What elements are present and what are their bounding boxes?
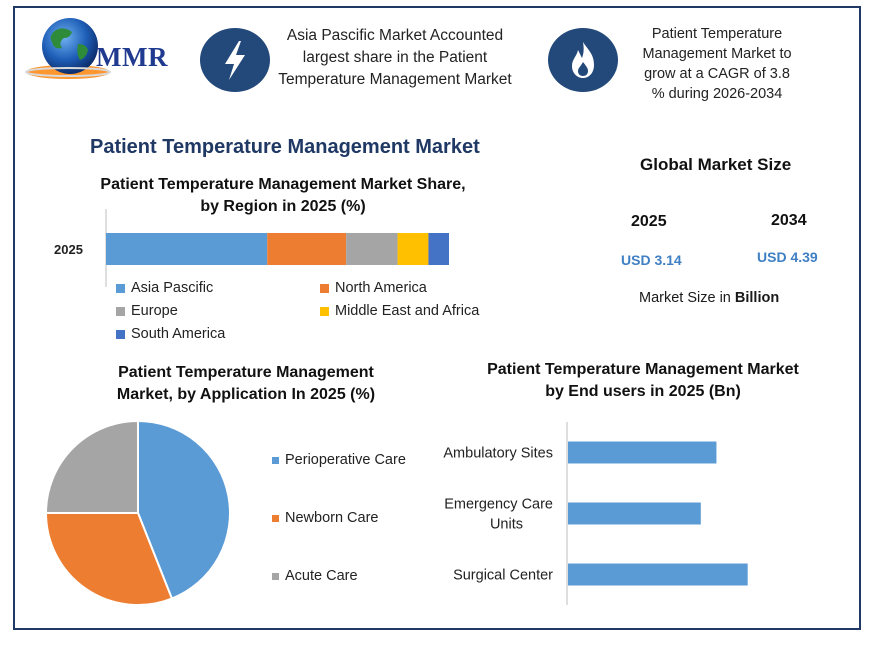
legend-label: Middle East and Africa xyxy=(335,303,480,319)
legend-swatch xyxy=(320,283,329,293)
region-bar-segment-1 xyxy=(267,233,347,265)
region-bar-segment-2 xyxy=(346,233,398,265)
highlight-asia-pacific: Asia Pascific Market Accounted largest s… xyxy=(278,27,512,88)
end-users-chart-title: Patient Temperature Management Market by… xyxy=(487,361,799,400)
legend-swatch xyxy=(272,514,279,522)
region-bar-segment-0 xyxy=(106,233,268,265)
value-2025-label: USD 3.14 xyxy=(621,252,682,268)
region-legend-item-1: North America xyxy=(320,280,427,296)
application-legend-item-1: Newborn Care xyxy=(272,510,379,526)
region-legend-item-2: Europe xyxy=(116,303,178,319)
legend-swatch xyxy=(272,456,279,464)
application-pie-chart xyxy=(44,419,231,606)
legend-label: Perioperative Care xyxy=(285,452,406,468)
region-legend: Asia Pascific North America Europe Middle E… xyxy=(116,280,536,346)
unit-note-bold: Billion xyxy=(734,290,780,306)
region-category-label: 2025 xyxy=(54,242,83,257)
end-users-category-label-2: Surgical Center xyxy=(453,568,553,584)
end-users-category-label-0: Ambulatory Sites xyxy=(443,446,553,462)
value-2034-label: USD 4.39 xyxy=(757,249,818,265)
end-users-bar-0 xyxy=(568,441,717,464)
end-users-bar-chart: Ambulatory Sites Emergency Care Units Surgi… xyxy=(443,422,748,605)
unit-note-prefix: Market Size in xyxy=(639,290,735,306)
legend-label: Acute Care xyxy=(285,568,358,584)
pie-slice-0 xyxy=(137,419,231,600)
infographic-frame xyxy=(13,6,861,630)
brand-logo: MMR xyxy=(96,42,168,72)
legend-label: North America xyxy=(335,280,427,296)
year-2025-label: 2025 xyxy=(631,213,667,230)
region-bar-segment-4 xyxy=(428,233,449,265)
application-legend: Perioperative Care Newborn Care Acute Care xyxy=(272,452,432,602)
legend-swatch xyxy=(116,329,125,339)
highlight-cagr: Patient Temperature Management Market to… xyxy=(642,26,792,102)
application-chart-title: Patient Temperature Management Market, b… xyxy=(116,364,376,403)
pie-slice-1 xyxy=(44,512,174,606)
legend-swatch xyxy=(320,306,329,316)
end-users-bar-1 xyxy=(568,502,701,525)
globe-logo-icon xyxy=(25,18,111,79)
flame-icon xyxy=(548,28,618,92)
region-legend-item-0: Asia Pascific xyxy=(116,280,213,296)
application-legend-item-2: Acute Care xyxy=(272,568,358,584)
region-bar-segment-3 xyxy=(397,233,429,265)
end-users-category-label-1: Emergency Care Units xyxy=(444,497,553,533)
region-chart-title: Patient Temperature Management Market Sh… xyxy=(100,176,466,215)
region-stacked-bar-chart: 2025 xyxy=(54,209,449,287)
main-title: Patient Temperature Management Market xyxy=(90,136,480,158)
pie-slice-2 xyxy=(44,419,139,514)
region-legend-item-4: South America xyxy=(116,326,225,342)
region-legend-item-3: Middle East and Africa xyxy=(320,303,479,319)
year-2034-label: 2034 xyxy=(771,212,807,229)
legend-swatch xyxy=(116,306,125,316)
legend-label: Asia Pascific xyxy=(131,280,214,296)
market-size-unit-note: Market Size in Billion xyxy=(639,290,779,306)
legend-label: Newborn Care xyxy=(285,510,379,526)
global-size-title: Global Market Size xyxy=(640,155,792,174)
legend-swatch xyxy=(116,283,125,293)
legend-swatch xyxy=(272,572,279,580)
end-users-bar-2 xyxy=(568,563,748,586)
lightning-icon xyxy=(200,28,270,92)
application-legend-item-0: Perioperative Care xyxy=(272,452,406,468)
legend-label: Europe xyxy=(131,303,178,319)
legend-label: South America xyxy=(131,326,226,342)
